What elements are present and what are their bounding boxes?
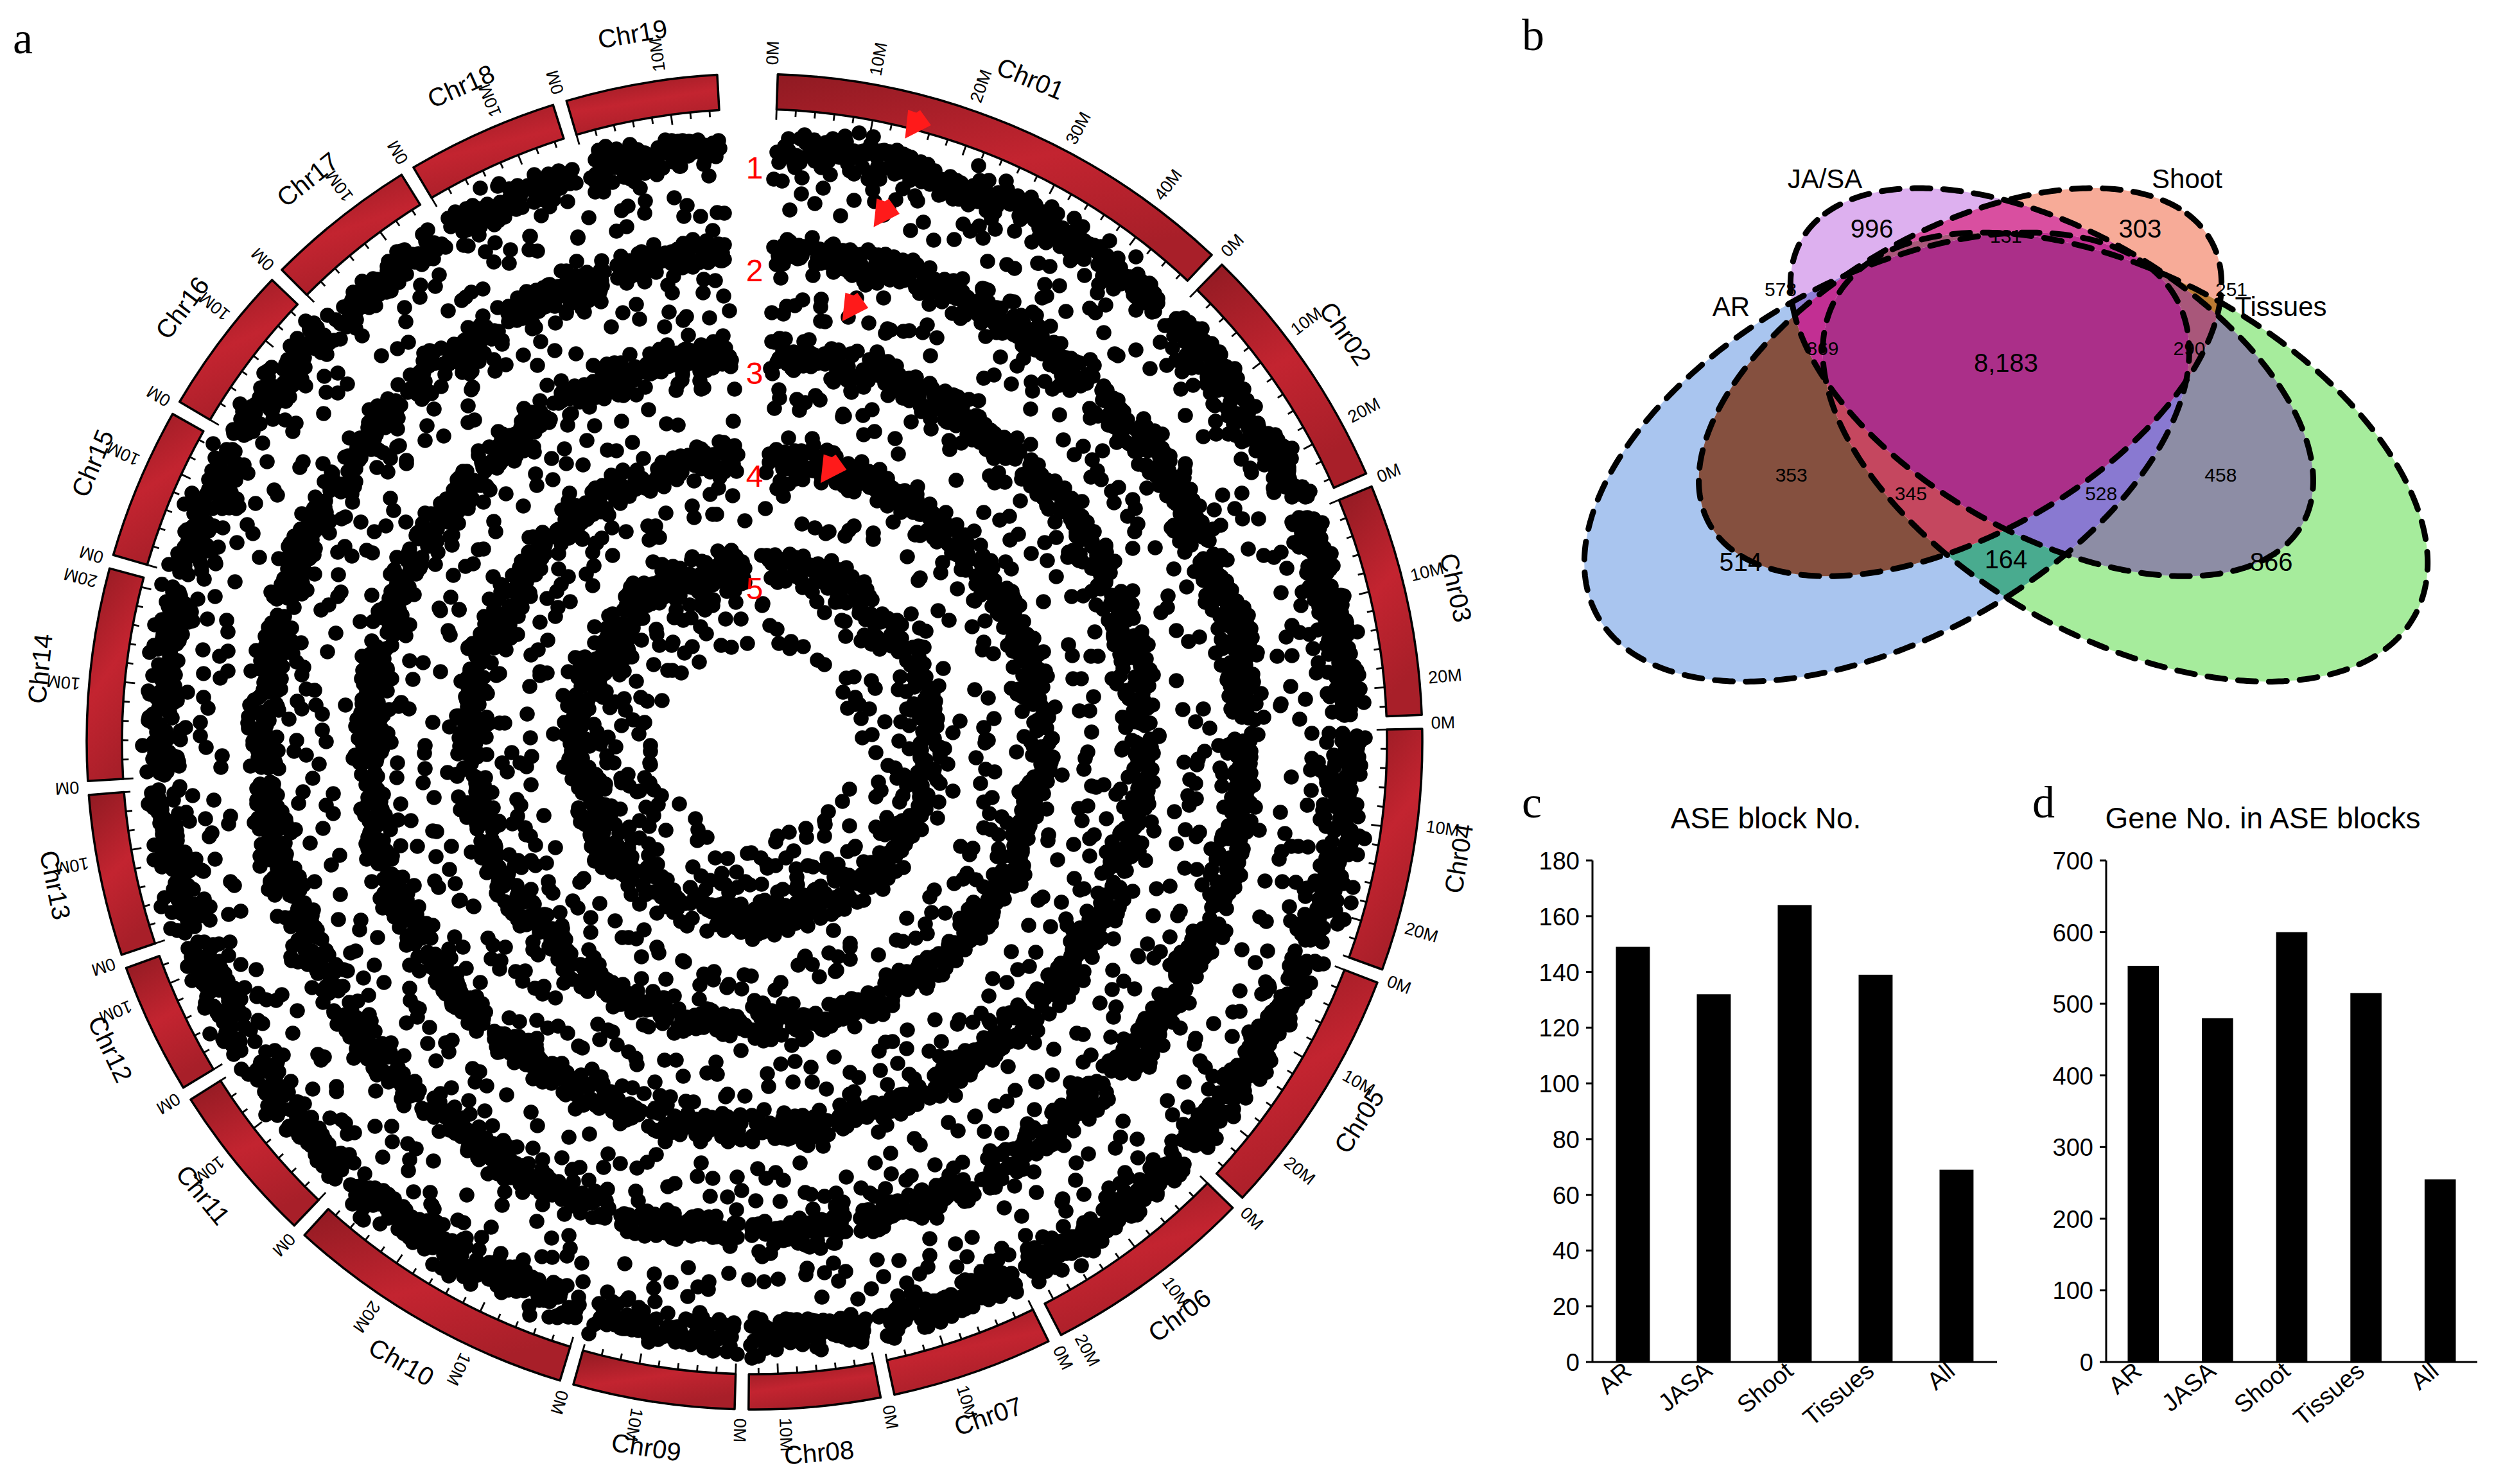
- svg-text:0M: 0M: [247, 244, 278, 275]
- svg-text:0M: 0M: [729, 1418, 749, 1442]
- svg-text:Chr10: Chr10: [364, 1332, 439, 1392]
- svg-text:500: 500: [2053, 991, 2093, 1018]
- svg-text:20M: 20M: [1427, 665, 1463, 687]
- svg-text:Chr14: Chr14: [22, 633, 58, 705]
- svg-text:300: 300: [2053, 1134, 2093, 1161]
- svg-text:AR: AR: [1713, 292, 1750, 322]
- svg-text:0M: 0M: [546, 1388, 572, 1417]
- svg-text:20M: 20M: [1345, 394, 1383, 426]
- svg-text:353: 353: [1775, 464, 1808, 485]
- svg-text:Chr15: Chr15: [66, 426, 119, 501]
- svg-text:20M: 20M: [966, 67, 996, 105]
- svg-text:20M: 20M: [1280, 1153, 1319, 1189]
- svg-text:Chr05: Chr05: [1329, 1084, 1390, 1158]
- svg-text:Tissues: Tissues: [1798, 1357, 1879, 1431]
- svg-text:30M: 30M: [1062, 109, 1095, 147]
- svg-text:Chr03: Chr03: [1435, 550, 1477, 625]
- svg-text:10M: 10M: [443, 1350, 475, 1388]
- svg-text:0M: 0M: [143, 381, 174, 410]
- svg-text:20M: 20M: [1402, 918, 1440, 947]
- svg-text:0: 0: [1566, 1349, 1580, 1376]
- svg-text:0M: 0M: [383, 137, 412, 168]
- svg-text:20M: 20M: [349, 1298, 384, 1336]
- svg-text:160: 160: [1539, 903, 1580, 930]
- svg-text:528: 528: [2085, 483, 2117, 504]
- svg-text:Tissues: Tissues: [2235, 292, 2326, 322]
- svg-text:0M: 0M: [55, 778, 80, 798]
- svg-text:5: 5: [746, 572, 763, 606]
- svg-text:3: 3: [746, 356, 763, 390]
- svg-text:0M: 0M: [1374, 460, 1404, 487]
- svg-text:Chr02: Chr02: [1314, 297, 1377, 371]
- svg-text:180: 180: [1539, 848, 1580, 875]
- svg-text:866: 866: [2250, 548, 2293, 576]
- svg-text:200: 200: [2053, 1206, 2093, 1233]
- svg-text:8,183: 8,183: [1974, 349, 2038, 377]
- svg-text:40M: 40M: [1150, 166, 1186, 204]
- svg-text:0M: 0M: [153, 1089, 184, 1118]
- svg-text:Chr08: Chr08: [783, 1435, 855, 1470]
- svg-text:JASA: JASA: [2157, 1357, 2221, 1417]
- svg-text:Tissues: Tissues: [2289, 1357, 2369, 1431]
- svg-text:Shoot: Shoot: [2152, 164, 2222, 194]
- svg-text:0M: 0M: [1237, 1203, 1268, 1234]
- svg-text:400: 400: [2053, 1063, 2093, 1090]
- svg-text:120: 120: [1539, 1015, 1580, 1042]
- svg-text:10M: 10M: [866, 41, 891, 78]
- svg-text:0M: 0M: [1217, 231, 1248, 261]
- svg-text:0M: 0M: [268, 1230, 299, 1261]
- svg-text:2: 2: [746, 254, 763, 288]
- svg-text:458: 458: [2204, 464, 2237, 485]
- svg-text:578: 578: [1765, 279, 1797, 300]
- svg-text:JA/SA: JA/SA: [1788, 164, 1863, 194]
- svg-text:Chr12: Chr12: [82, 1011, 138, 1087]
- svg-text:20M: 20M: [62, 564, 99, 591]
- svg-text:514: 514: [1719, 548, 1762, 576]
- svg-text:0M: 0M: [878, 1403, 902, 1431]
- svg-text:700: 700: [2053, 848, 2093, 875]
- svg-text:Gene No. in ASE blocks: Gene No. in ASE blocks: [2106, 801, 2421, 835]
- svg-text:4: 4: [746, 459, 763, 493]
- svg-text:0M: 0M: [763, 40, 783, 65]
- svg-text:1: 1: [746, 151, 763, 185]
- svg-text:0M: 0M: [77, 542, 105, 567]
- svg-text:0M: 0M: [1384, 972, 1414, 999]
- svg-text:80: 80: [1553, 1126, 1580, 1153]
- svg-text:100: 100: [2053, 1277, 2093, 1304]
- svg-text:40: 40: [1553, 1237, 1580, 1264]
- svg-text:0M: 0M: [1049, 1343, 1077, 1373]
- svg-text:140: 140: [1539, 959, 1580, 986]
- svg-text:290: 290: [2173, 338, 2205, 359]
- svg-text:100: 100: [1539, 1070, 1580, 1097]
- svg-text:AR: AR: [1593, 1357, 1636, 1399]
- svg-text:ASE block No.: ASE block No.: [1671, 801, 1862, 835]
- svg-text:131: 131: [1990, 225, 2022, 247]
- svg-text:20: 20: [1553, 1293, 1580, 1320]
- svg-text:60: 60: [1553, 1182, 1580, 1209]
- svg-text:Chr01: Chr01: [993, 52, 1068, 105]
- svg-text:0M: 0M: [543, 68, 568, 96]
- svg-text:345: 345: [1895, 483, 1927, 504]
- svg-text:303: 303: [2118, 214, 2161, 243]
- svg-text:AR: AR: [2104, 1357, 2147, 1399]
- svg-text:Shoot: Shoot: [1732, 1357, 1798, 1419]
- svg-text:0M: 0M: [89, 954, 118, 980]
- svg-text:600: 600: [2053, 920, 2093, 947]
- svg-text:Chr09: Chr09: [609, 1428, 683, 1467]
- svg-text:869: 869: [1806, 338, 1838, 359]
- svg-text:Shoot: Shoot: [2229, 1357, 2295, 1419]
- svg-text:164: 164: [1985, 545, 2028, 573]
- svg-text:0M: 0M: [1431, 713, 1455, 733]
- svg-text:0: 0: [2080, 1349, 2093, 1376]
- svg-text:JASA: JASA: [1653, 1357, 1717, 1417]
- svg-text:996: 996: [1851, 214, 1894, 243]
